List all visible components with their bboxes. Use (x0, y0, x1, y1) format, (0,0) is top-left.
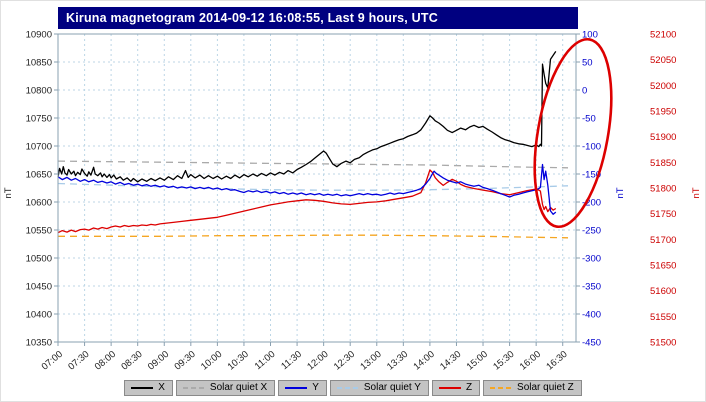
left-axis-tick-label: 10350 (26, 338, 52, 349)
blue-axis-tick-label: -50 (582, 114, 596, 125)
x-axis-tick-label: 14:00 (412, 349, 437, 373)
plot-frame (57, 33, 577, 343)
red-axis-unit-label: nT (691, 187, 702, 198)
blue-axis-tick-label: -150 (582, 170, 601, 181)
legend-item-z: Z (431, 380, 481, 396)
chart-legend: X Solar quiet X Y Solar quiet Y Z Solar quiet… (1, 380, 705, 396)
left-axis-tick-label: 10750 (26, 114, 52, 125)
red-axis-tick-label: 51500 (650, 338, 676, 349)
blue-axis-tick-label: -350 (582, 282, 601, 293)
series-line-x (57, 51, 557, 183)
left-axis-unit-label: nT (3, 187, 14, 198)
legend-label: Solar quiet X (209, 382, 268, 393)
red-axis-tick-label: 52100 (650, 30, 676, 41)
x-axis-tick-label: 09:00 (146, 349, 171, 373)
x-axis-tick-label: 10:00 (199, 349, 224, 373)
legend-line-swatch (336, 387, 359, 389)
x-axis-tick-label: 15:00 (465, 349, 490, 373)
legend-line-swatch (285, 387, 308, 389)
left-axis-tick-label: 10700 (26, 142, 52, 153)
series-line-solar-quiet-z (58, 234, 569, 239)
x-axis-tick-label: 11:00 (253, 349, 278, 372)
legend-label: Solar quiet Y (363, 382, 421, 393)
red-axis-tick-label: 52050 (650, 55, 676, 66)
x-axis-tick-label: 12:00 (305, 349, 330, 373)
x-axis-tick-label: 09:30 (172, 349, 197, 373)
x-axis-tick-label: 08:00 (93, 349, 118, 373)
series-line-solar-quiet-y (57, 182, 569, 191)
blue-axis-tick-label: -100 (582, 142, 601, 153)
x-axis-tick-label: 13:00 (358, 349, 383, 373)
legend-label: Solar quiet Z (517, 382, 574, 393)
x-axis-tick-label: 10:30 (226, 349, 251, 373)
series-line-y (57, 163, 557, 215)
x-axis-tick-label: 11:30 (279, 349, 304, 372)
red-axis-tick-label: 51650 (650, 261, 676, 272)
x-axis-tick-label: 14:30 (438, 349, 463, 373)
x-axis-tick-label: 15:30 (491, 349, 516, 373)
legend-line-swatch (438, 387, 461, 389)
red-axis-tick-label: 51800 (650, 184, 676, 195)
red-axis-tick-label: 51600 (650, 286, 676, 297)
series-line-solar-quiet-x (57, 160, 569, 169)
left-axis-tick-label: 10500 (26, 254, 52, 265)
blue-axis-tick-label: 0 (582, 86, 587, 97)
legend-item-y: Y (278, 380, 327, 396)
x-axis-tick-label: 16:00 (518, 349, 543, 373)
left-axis-tick-label: 10600 (26, 198, 52, 209)
legend-line-swatch (490, 387, 513, 389)
left-axis-tick-label: 10450 (26, 282, 52, 293)
blue-axis-tick-label: -250 (582, 226, 601, 237)
x-axis-tick-label: 16:30 (544, 349, 569, 373)
red-axis-tick-label: 51550 (650, 312, 676, 323)
chart-title: Kiruna magnetogram 2014-09-12 16:08:55, … (66, 11, 438, 25)
legend-label: Y (312, 382, 319, 393)
left-axis-tick-label: 10800 (26, 86, 52, 97)
left-axis-tick-label: 10650 (26, 170, 52, 181)
legend-item-solar-quiet-y: Solar quiet Y (329, 380, 429, 396)
blue-axis-tick-label: -400 (582, 310, 601, 321)
legend-line-swatch (182, 387, 205, 389)
left-axis-tick-label: 10550 (26, 226, 52, 237)
blue-axis-tick-label: -300 (582, 254, 601, 265)
legend-label: X (158, 382, 165, 393)
blue-axis-tick-label: -450 (582, 338, 601, 349)
x-axis-tick-label: 07:00 (40, 349, 65, 373)
red-axis-tick-label: 51850 (650, 158, 676, 169)
red-axis-tick-label: 52000 (650, 81, 676, 92)
x-axis-tick-label: 08:30 (119, 349, 144, 373)
legend-item-x: X (124, 380, 173, 396)
x-axis-tick-label: 12:30 (332, 349, 357, 373)
blue-axis-tick-label: -200 (582, 198, 601, 209)
legend-item-solar-quiet-x: Solar quiet X (175, 380, 276, 396)
red-axis-tick-label: 51950 (650, 107, 676, 118)
legend-line-swatch (131, 387, 154, 389)
red-axis-tick-label: 51750 (650, 209, 676, 220)
legend-item-solar-quiet-z: Solar quiet Z (483, 380, 582, 396)
left-axis-tick-label: 10900 (26, 30, 52, 41)
chart-title-bar: Kiruna magnetogram 2014-09-12 16:08:55, … (58, 7, 578, 29)
left-axis-tick-label: 10850 (26, 58, 52, 69)
blue-axis-tick-label: 100 (582, 30, 598, 41)
left-axis-tick-label: 10400 (26, 310, 52, 321)
x-axis-tick-label: 07:30 (66, 349, 91, 373)
blue-axis-unit-label: nT (615, 187, 626, 198)
blue-axis-tick-label: 50 (582, 58, 593, 69)
red-axis-tick-label: 51700 (650, 235, 676, 246)
red-axis-tick-label: 51900 (650, 132, 676, 143)
legend-label: Z (465, 382, 473, 393)
highlight-ellipse-annotation (533, 37, 613, 229)
x-axis-tick-label: 13:30 (385, 349, 410, 373)
